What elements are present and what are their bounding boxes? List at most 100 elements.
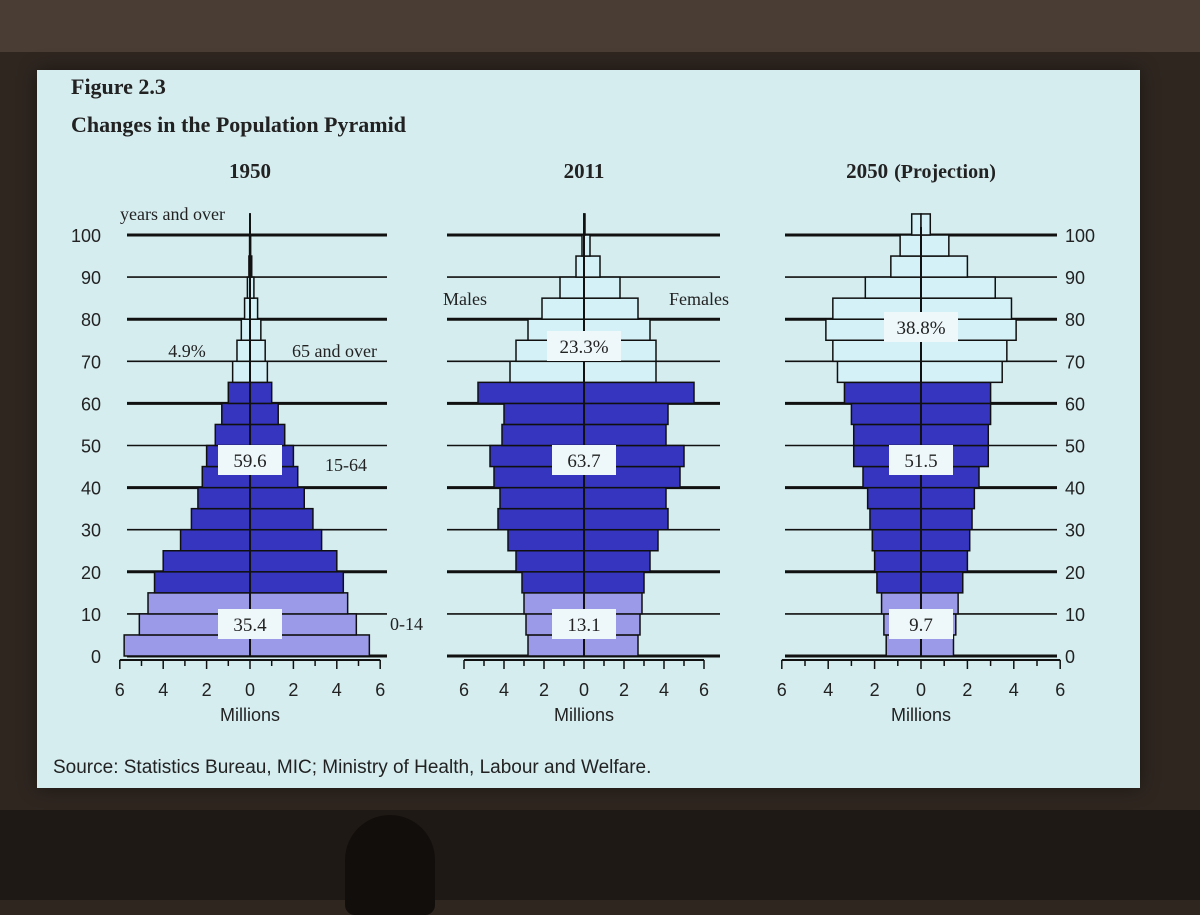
source-note: Source: Statistics Bureau, MIC; Ministry…	[53, 757, 651, 778]
age-tick-right: 10	[1065, 605, 1085, 625]
age-tick-right: 60	[1065, 394, 1085, 414]
bar-female-age-70	[921, 340, 1007, 361]
age-tick-right: 90	[1065, 268, 1085, 288]
bar-female-age-55	[250, 403, 278, 424]
females-label: Females	[669, 289, 729, 309]
x-tick-label: 4	[499, 680, 509, 700]
bar-male-age-75	[241, 319, 250, 340]
bar-female-age-65	[584, 361, 656, 382]
x-tick-label: 6	[459, 680, 469, 700]
x-tick-label: 4	[1009, 680, 1019, 700]
bar-female-age-80	[584, 298, 638, 319]
x-tick-label: 2	[870, 680, 880, 700]
x-tick-label: 2	[619, 680, 629, 700]
group-label-65-over: 65 and over	[292, 341, 377, 361]
bar-male-age-15	[877, 572, 921, 593]
bar-male-age-20	[516, 551, 584, 572]
bar-male-age-30	[498, 509, 584, 530]
bar-female-age-60	[250, 382, 272, 403]
bar-male-age-55	[504, 403, 584, 424]
bar-female-age-95	[921, 235, 949, 256]
panel-title-1950: 1950	[229, 159, 271, 183]
bar-male-age-85	[560, 277, 584, 298]
x-axis-title: Millions	[220, 705, 280, 725]
bar-female-age-85	[921, 277, 995, 298]
x-tick-label: 2	[288, 680, 298, 700]
x-axis-title: Millions	[554, 705, 614, 725]
bar-male-age-85	[865, 277, 921, 298]
bar-male-age-15	[522, 572, 584, 593]
age-tick-left: 90	[81, 268, 101, 288]
x-tick-label: 2	[202, 680, 212, 700]
bar-female-age-50	[921, 424, 988, 445]
age-tick-right: 0	[1065, 647, 1075, 667]
share-age-15-64: 51.5	[904, 451, 937, 472]
bar-female-age-15	[584, 572, 644, 593]
bar-female-age-90	[921, 256, 967, 277]
x-tick-label: 0	[916, 680, 926, 700]
bar-male-age-25	[181, 530, 250, 551]
age-tick-left: 40	[81, 479, 101, 499]
bar-male-age-35	[868, 488, 921, 509]
bar-female-age-35	[584, 488, 666, 509]
share-age-15-64: 59.6	[233, 451, 266, 472]
bar-female-age-60	[921, 382, 991, 403]
share-age-0-14: 9.7	[909, 615, 933, 636]
bar-female-age-55	[921, 403, 991, 424]
age-axis-label: years and over	[120, 204, 225, 224]
bar-male-age-20	[875, 551, 921, 572]
x-tick-label: 4	[823, 680, 833, 700]
bar-female-age-30	[921, 509, 972, 530]
bar-male-age-70	[833, 340, 921, 361]
age-tick-left: 30	[81, 521, 101, 541]
x-tick-label: 6	[777, 680, 787, 700]
bar-female-age-25	[250, 530, 322, 551]
bar-male-age-50	[502, 424, 584, 445]
x-tick-label: 4	[332, 680, 342, 700]
x-tick-label: 0	[579, 680, 589, 700]
x-tick-label: 4	[158, 680, 168, 700]
bar-male-age-100	[912, 214, 921, 235]
bar-male-age-20	[163, 551, 250, 572]
age-tick-right: 40	[1065, 479, 1085, 499]
figure-title: Changes in the Population Pyramid	[71, 112, 406, 137]
panel-year: 2011	[564, 159, 605, 183]
x-tick-label: 2	[539, 680, 549, 700]
x-tick-label: 2	[962, 680, 972, 700]
males-label: Males	[443, 289, 487, 309]
bar-male-age-65	[510, 361, 584, 382]
bar-male-age-70	[237, 340, 250, 361]
projected-slide: Figure 2.3 Changes in the Population Pyr…	[37, 70, 1140, 788]
bar-male-age-55	[851, 403, 921, 424]
x-tick-label: 4	[659, 680, 669, 700]
panel-year: 2050	[846, 159, 888, 183]
age-tick-right: 80	[1065, 310, 1085, 330]
bar-female-age-20	[250, 551, 337, 572]
bar-female-age-30	[250, 509, 313, 530]
pyramid-figure: Figure 2.3 Changes in the Population Pyr…	[37, 70, 1140, 788]
x-axis-title: Millions	[891, 705, 951, 725]
panel-year: 1950	[229, 159, 271, 183]
x-tick-label: 6	[1055, 680, 1065, 700]
bar-female-age-30	[584, 509, 668, 530]
bar-female-age-55	[584, 403, 668, 424]
age-tick-left: 0	[91, 647, 101, 667]
bar-female-age-60	[584, 382, 694, 403]
age-tick-right: 50	[1065, 437, 1085, 457]
share-age-65-over: 4.9%	[168, 341, 206, 361]
bar-male-age-60	[844, 382, 921, 403]
share-age-65-over: 38.8%	[896, 318, 945, 339]
bar-female-age-70	[250, 340, 265, 361]
bar-female-age-15	[250, 572, 343, 593]
age-tick-left: 10	[81, 605, 101, 625]
bar-female-age-35	[250, 488, 304, 509]
bar-female-age-25	[584, 530, 658, 551]
bar-female-age-65	[250, 361, 267, 382]
bar-female-age-20	[584, 551, 650, 572]
bar-female-age-15	[921, 572, 963, 593]
age-tick-right: 20	[1065, 563, 1085, 583]
audience-head-silhouette	[345, 815, 435, 915]
